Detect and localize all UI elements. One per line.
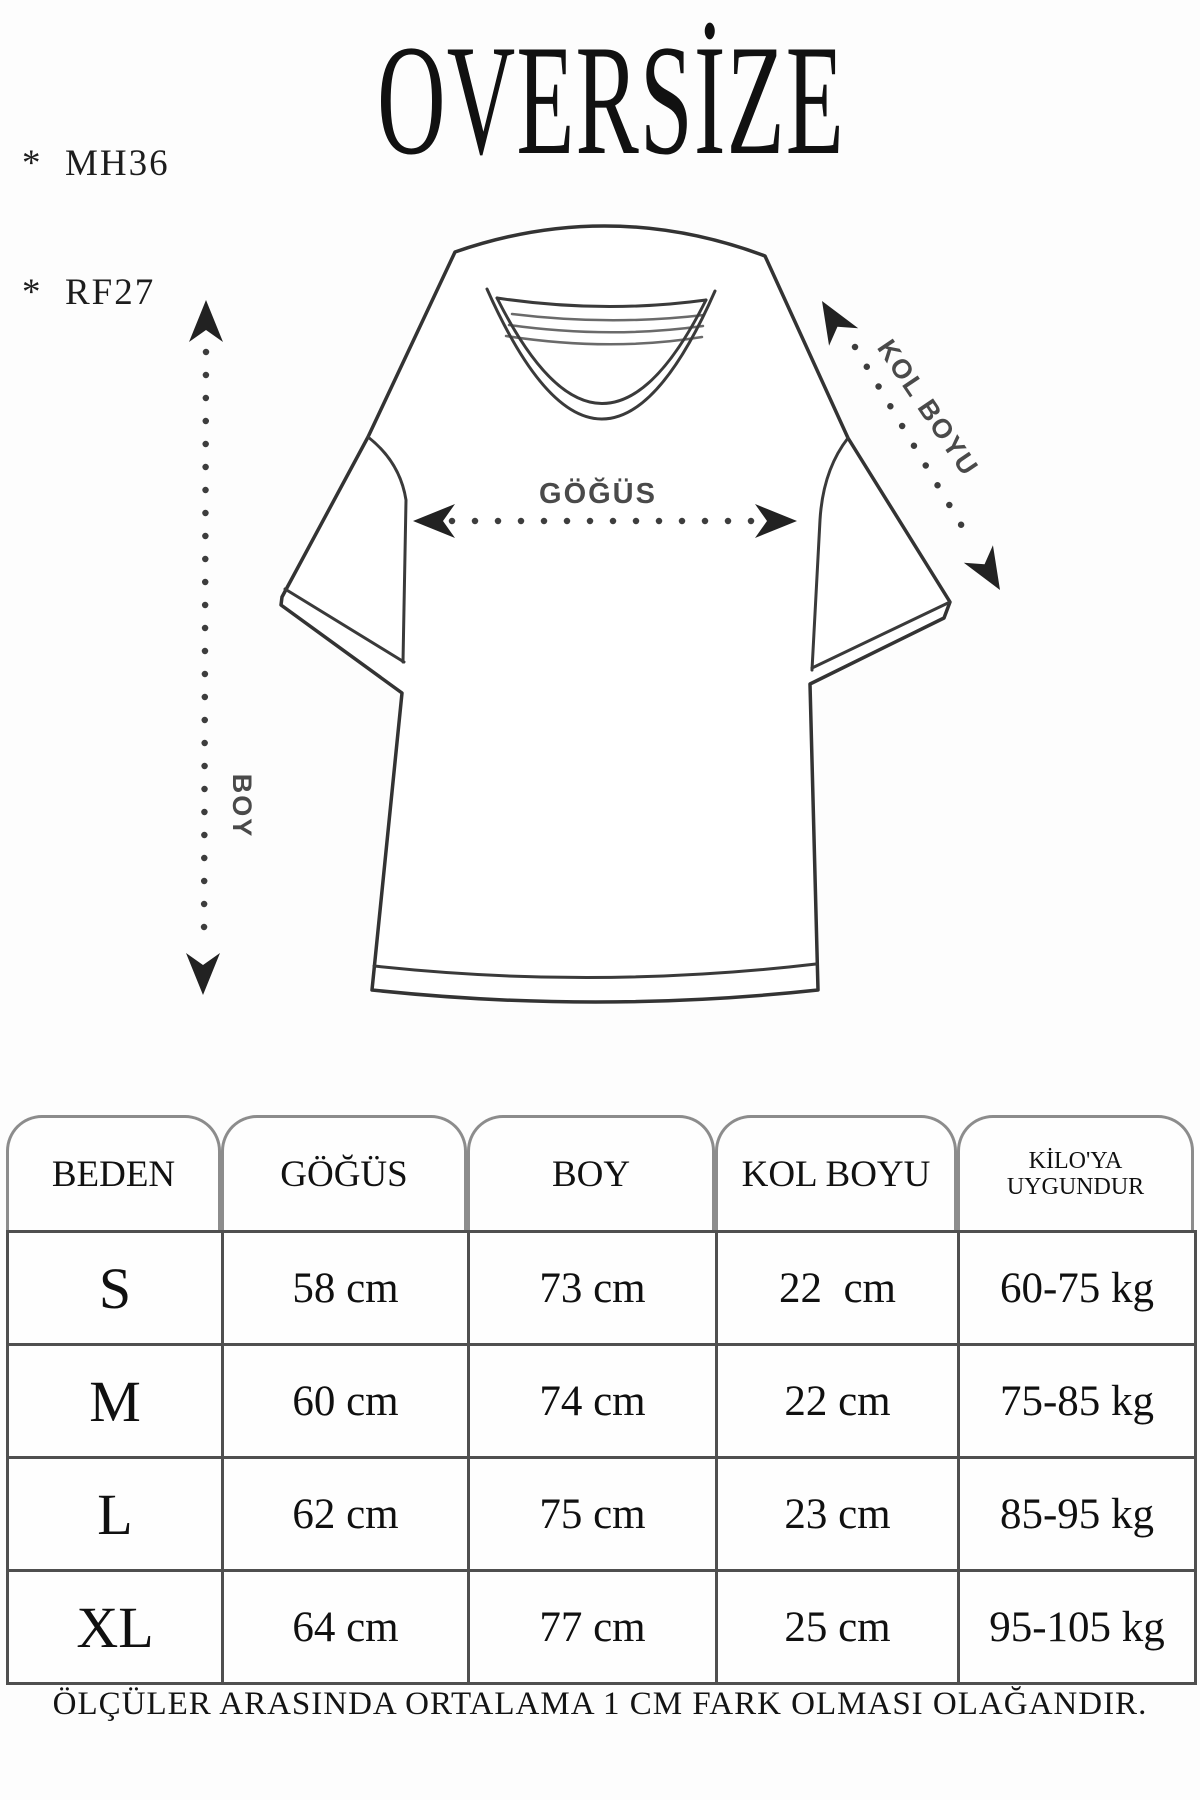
lower-arrowhead-icon — [963, 545, 1000, 590]
sleeve-cell: 22 cm — [715, 1343, 960, 1459]
table-row: M 60 cm 74 cm 22 cm 75-85 kg — [6, 1343, 1197, 1459]
column-header-kiloya-uygundur: KİLO'YA UYGUNDUR — [957, 1115, 1194, 1230]
size-cell: XL — [6, 1569, 224, 1685]
chest-dimension-arrow — [413, 504, 797, 538]
column-header-gogus: GÖĞÜS — [221, 1115, 467, 1230]
size-table-body: S 58 cm 73 cm 22 cm 60-75 kg M 60 cm 74 … — [6, 1230, 1197, 1685]
measurement-disclaimer: ÖLÇÜLER ARASINDA ORTALAMA 1 CM FARK OLMA… — [52, 1686, 1148, 1722]
product-code-line: * MH36 — [22, 143, 170, 184]
right-arrowhead-icon — [755, 504, 797, 538]
column-header-label: GÖĞÜS — [280, 1153, 408, 1195]
sleeve-cell: 25 cm — [715, 1569, 960, 1685]
tshirt-outline — [279, 224, 952, 1004]
armhole-seams — [366, 435, 850, 672]
sleeve-cuff-seams — [283, 587, 952, 670]
size-cell: M — [6, 1343, 224, 1459]
length-cell: 77 cm — [467, 1569, 718, 1685]
weight-cell: 75-85 kg — [957, 1343, 1197, 1459]
tshirt-drawing — [279, 224, 952, 1004]
column-header-beden: BEDEN — [6, 1115, 221, 1230]
size-cell: S — [6, 1230, 224, 1346]
sleeve-dimension-arrow — [822, 301, 1000, 590]
column-header-label: KOL BOYU — [741, 1153, 931, 1195]
weight-cell: 95-105 kg — [957, 1569, 1197, 1685]
hem-seam — [372, 962, 818, 979]
product-code-line: * RF27 — [22, 272, 156, 313]
chest-cell: 64 cm — [221, 1569, 470, 1685]
upper-arrowhead-icon — [822, 301, 859, 346]
sleeve-cell: 22 cm — [715, 1230, 960, 1346]
collar-inner-edge — [495, 296, 708, 309]
column-header-label: BOY — [551, 1153, 631, 1195]
sleeve-label: KOL BOYU — [871, 334, 984, 482]
product-codes: * MH36 * RF27 — [22, 56, 170, 400]
chest-cell: 60 cm — [221, 1343, 470, 1459]
collar-rib-lines — [504, 312, 706, 346]
left-arrowhead-icon — [413, 504, 455, 538]
length-dimension-arrow — [186, 300, 223, 995]
size-table-header: BEDEN GÖĞÜS BOY KOL BOYU KİLO'YA UYGUNDU… — [6, 1115, 1194, 1230]
up-arrowhead-icon — [189, 300, 223, 342]
table-row: L 62 cm 75 cm 23 cm 85-95 kg — [6, 1456, 1197, 1572]
weight-cell: 60-75 kg — [957, 1230, 1197, 1346]
page-title: OVERSİZE — [377, 13, 845, 188]
chest-cell: 62 cm — [221, 1456, 470, 1572]
column-header-label: BEDEN — [51, 1153, 176, 1195]
length-cell: 74 cm — [467, 1343, 718, 1459]
length-dotted-line — [200, 348, 210, 944]
chest-cell: 58 cm — [221, 1230, 470, 1346]
collar-front-band — [485, 287, 717, 421]
length-cell: 73 cm — [467, 1230, 718, 1346]
sleeve-cell: 23 cm — [715, 1456, 960, 1572]
table-row: S 58 cm 73 cm 22 cm 60-75 kg — [6, 1230, 1197, 1346]
down-arrowhead-icon — [186, 953, 220, 995]
sleeve-dotted-line — [851, 343, 976, 547]
size-table: BEDEN GÖĞÜS BOY KOL BOYU KİLO'YA UYGUNDU… — [6, 1115, 1197, 1685]
table-row: XL 64 cm 77 cm 25 cm 95-105 kg — [6, 1569, 1197, 1685]
chest-label: GÖĞÜS — [539, 476, 657, 510]
length-label: BOY — [227, 774, 257, 839]
size-cell: L — [6, 1456, 224, 1572]
weight-cell: 85-95 kg — [957, 1456, 1197, 1572]
column-header-label: KİLO'YA UYGUNDUR — [1006, 1148, 1145, 1200]
column-header-boy: BOY — [467, 1115, 715, 1230]
column-header-kol-boyu: KOL BOYU — [715, 1115, 957, 1230]
length-cell: 75 cm — [467, 1456, 718, 1572]
